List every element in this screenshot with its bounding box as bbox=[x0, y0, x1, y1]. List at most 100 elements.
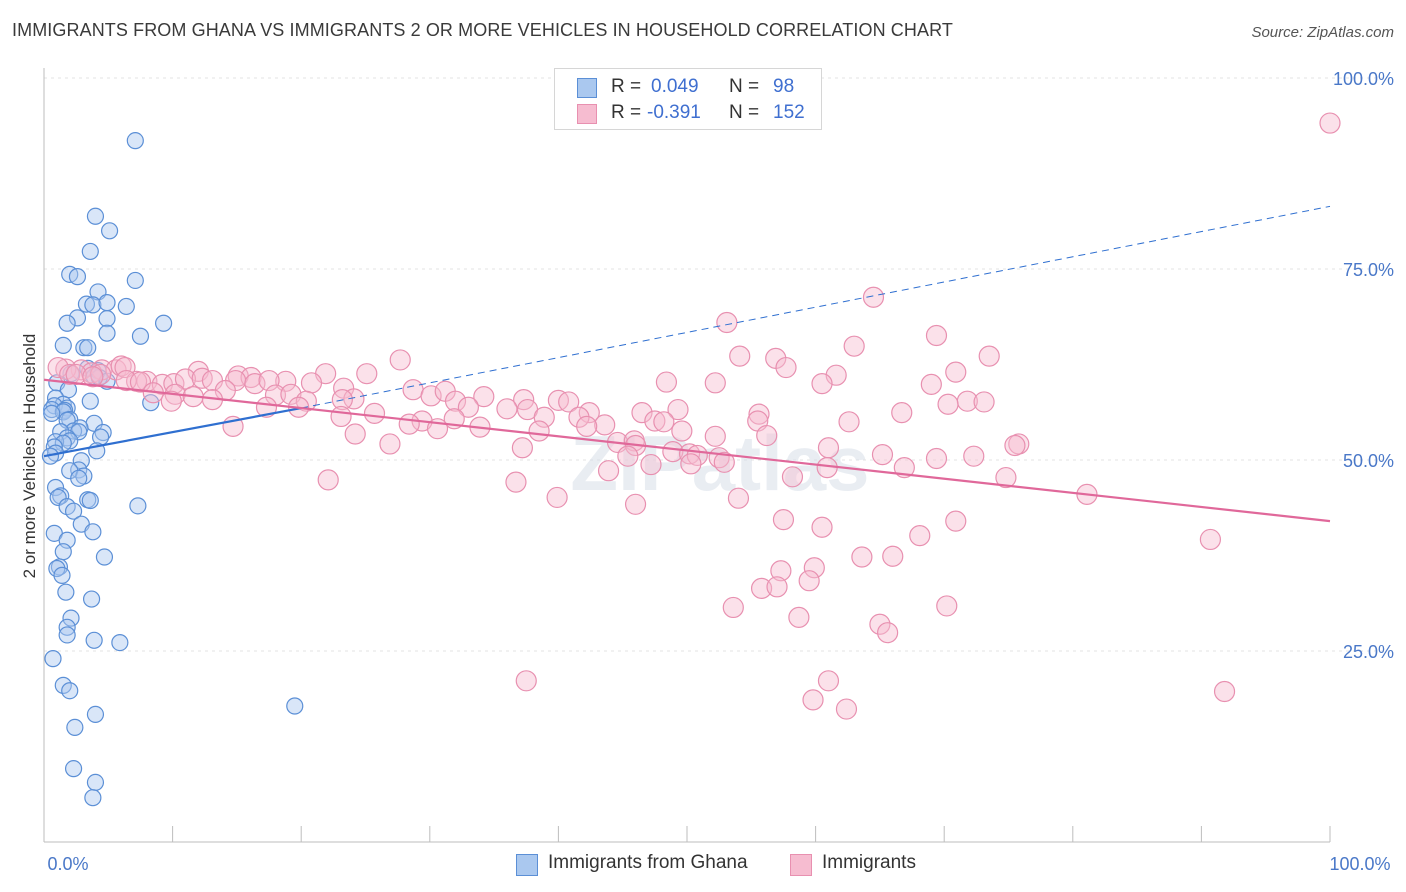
legend-r-value: -0.391 bbox=[647, 102, 701, 123]
data-point-ghana bbox=[58, 626, 76, 644]
legend-r-label: R = bbox=[611, 102, 642, 123]
data-point-ghana bbox=[81, 242, 99, 261]
data-point-immigrants bbox=[255, 396, 278, 418]
data-point-immigrants bbox=[748, 403, 770, 425]
bottom-legend-swatch-pink bbox=[790, 854, 812, 876]
data-point-immigrants bbox=[727, 487, 750, 509]
data-point-ghana bbox=[98, 294, 116, 312]
trend-line-ghana bbox=[43, 406, 302, 458]
data-point-ghana bbox=[46, 478, 65, 497]
data-point-immigrants bbox=[838, 411, 860, 433]
data-point-immigrants bbox=[631, 402, 653, 424]
data-point-ghana bbox=[98, 310, 116, 328]
data-point-immigrants bbox=[835, 698, 858, 720]
legend-r-value: 0.049 bbox=[651, 76, 699, 97]
y-tick-label: 25.0% bbox=[1343, 642, 1394, 662]
data-point-immigrants bbox=[811, 516, 833, 538]
data-point-ghana bbox=[129, 497, 147, 515]
legend-swatch-pink bbox=[577, 104, 597, 124]
data-point-ghana bbox=[58, 314, 76, 332]
data-point-ghana bbox=[44, 650, 62, 668]
data-point-ghana bbox=[286, 697, 304, 715]
data-point-immigrants bbox=[505, 471, 527, 493]
data-point-immigrants bbox=[344, 423, 366, 445]
data-point-immigrants bbox=[995, 466, 1017, 489]
data-point-immigrants bbox=[160, 390, 182, 412]
data-point-ghana bbox=[62, 609, 80, 627]
data-point-immigrants bbox=[667, 398, 689, 421]
data-point-ghana bbox=[84, 789, 102, 807]
data-point-ghana bbox=[43, 404, 61, 422]
legend-swatch-blue bbox=[577, 78, 597, 98]
data-point-ghana bbox=[100, 222, 119, 240]
data-point-immigrants bbox=[756, 424, 778, 447]
data-point-immigrants bbox=[511, 437, 533, 459]
data-point-immigrants bbox=[655, 371, 678, 393]
legend-n-value: 152 bbox=[773, 102, 805, 123]
data-point-immigrants bbox=[973, 391, 995, 413]
legend-n-value: 98 bbox=[773, 76, 795, 97]
data-point-immigrants bbox=[457, 396, 479, 418]
data-point-ghana bbox=[81, 392, 99, 410]
data-point-immigrants bbox=[389, 349, 411, 371]
data-point-immigrants bbox=[379, 433, 401, 455]
data-point-ghana bbox=[54, 336, 72, 354]
data-point-immigrants bbox=[817, 437, 840, 459]
data-point-immigrants bbox=[59, 363, 81, 386]
data-point-immigrants bbox=[662, 440, 684, 463]
data-point-immigrants bbox=[597, 460, 620, 482]
data-point-immigrants bbox=[528, 420, 550, 442]
data-point-immigrants bbox=[788, 606, 810, 628]
data-point-immigrants bbox=[343, 388, 365, 410]
data-point-immigrants bbox=[356, 363, 378, 385]
data-point-ghana bbox=[64, 502, 83, 520]
data-point-ghana bbox=[84, 523, 102, 541]
data-point-ghana bbox=[75, 339, 93, 357]
data-point-immigrants bbox=[644, 410, 666, 432]
data-point-immigrants bbox=[578, 402, 600, 424]
data-point-immigrants bbox=[802, 689, 824, 711]
data-point-immigrants bbox=[244, 373, 266, 395]
data-point-immigrants bbox=[640, 453, 662, 476]
data-point-immigrants bbox=[1213, 680, 1236, 703]
y-axis-title: 2 or more Vehicles in Household bbox=[20, 334, 39, 579]
data-point-immigrants bbox=[713, 451, 735, 473]
data-point-immigrants bbox=[722, 596, 744, 619]
data-point-ghana bbox=[86, 773, 105, 792]
data-point-ghana bbox=[53, 566, 71, 584]
data-point-immigrants bbox=[909, 525, 931, 547]
data-point-ghana bbox=[82, 590, 101, 608]
data-point-immigrants bbox=[617, 445, 639, 467]
data-point-immigrants bbox=[1319, 112, 1341, 134]
data-point-immigrants bbox=[317, 469, 339, 491]
source-note: Source: ZipAtlas.com bbox=[1251, 24, 1394, 41]
data-point-ghana bbox=[111, 633, 129, 652]
data-point-immigrants bbox=[817, 670, 840, 692]
data-point-immigrants bbox=[1004, 434, 1026, 457]
data-point-ghana bbox=[86, 705, 105, 724]
data-point-ghana bbox=[84, 296, 102, 314]
data-point-immigrants bbox=[420, 385, 442, 407]
data-point-immigrants bbox=[978, 345, 1000, 367]
data-point-immigrants bbox=[798, 570, 820, 592]
data-point-immigrants bbox=[398, 413, 420, 435]
data-point-immigrants bbox=[89, 363, 112, 386]
data-point-ghana bbox=[64, 760, 83, 778]
data-point-immigrants bbox=[750, 577, 773, 599]
data-point-immigrants bbox=[82, 366, 104, 388]
data-point-ghana bbox=[81, 491, 99, 510]
bottom-legend-label: Immigrants from Ghana bbox=[548, 852, 748, 873]
data-point-immigrants bbox=[963, 445, 985, 467]
trend-line-ghana bbox=[301, 205, 1331, 409]
data-point-ghana bbox=[117, 297, 135, 316]
bottom-legend-swatch-blue bbox=[516, 854, 538, 876]
legend-n-label: N = bbox=[729, 76, 760, 97]
data-point-ghana bbox=[41, 447, 60, 465]
data-point-ghana bbox=[131, 327, 150, 345]
data-point-immigrants bbox=[680, 453, 702, 475]
data-point-immigrants bbox=[775, 356, 797, 379]
data-point-immigrants bbox=[882, 545, 904, 567]
data-point-ghana bbox=[68, 309, 87, 327]
data-point-immigrants bbox=[594, 414, 616, 436]
